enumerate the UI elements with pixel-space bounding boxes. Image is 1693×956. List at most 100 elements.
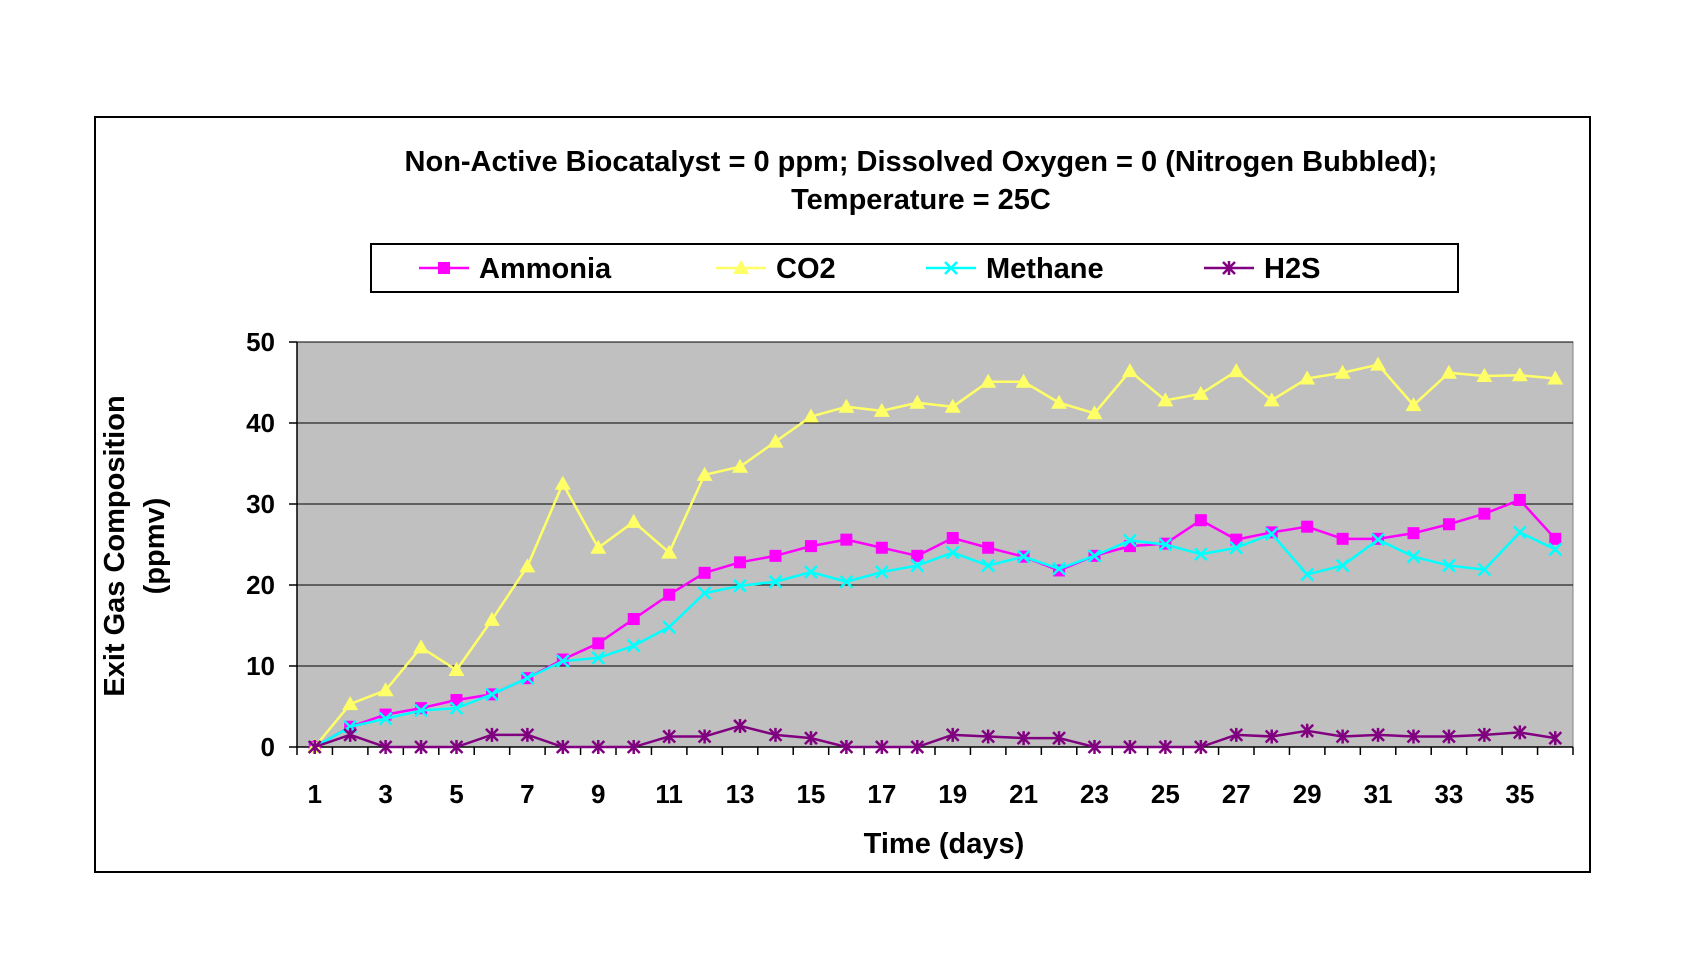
series-methane	[307, 525, 1563, 754]
data-point-h2s	[662, 729, 677, 744]
data-point-co2	[1121, 363, 1138, 378]
x-tick-label: 3	[378, 779, 392, 809]
data-point-h2s	[945, 727, 960, 742]
data-point-h2s	[626, 740, 641, 754]
legend-label-methane: Methane	[986, 253, 1104, 285]
y-tick-label: 10	[246, 651, 275, 681]
data-point-h2s	[485, 727, 499, 742]
data-point-methane	[839, 574, 854, 589]
data-point-methane	[874, 565, 889, 579]
data-point-h2s	[449, 740, 464, 754]
data-point-h2s	[1229, 727, 1244, 742]
x-tick-label: 29	[1293, 779, 1322, 809]
data-point-methane	[1442, 558, 1456, 573]
gridlines	[297, 341, 1573, 667]
data-point-ammonia	[840, 533, 853, 546]
y-axis-ticks: 0 10 20 30 40 50	[246, 327, 297, 762]
data-point-ammonia	[1407, 527, 1420, 540]
data-point-methane	[1406, 549, 1421, 564]
data-point-h2s	[1052, 731, 1066, 746]
data-point-ammonia	[1336, 532, 1349, 545]
data-point-co2	[1263, 392, 1280, 407]
data-point-methane	[1512, 525, 1527, 540]
legend-item-ammonia: Ammonia	[419, 253, 612, 285]
data-point-methane	[1300, 567, 1315, 582]
data-point-h2s	[520, 727, 535, 742]
data-point-co2	[1192, 385, 1209, 400]
data-point-h2s	[804, 731, 818, 746]
series-h2s	[307, 718, 1563, 754]
data-point-ammonia	[769, 549, 782, 562]
data-point-co2	[1015, 373, 1032, 388]
data-point-co2	[625, 513, 642, 528]
legend-swatch-marker	[438, 262, 450, 274]
line-chart: Non-Active Biocatalyst = 0 ppm; Dissolve…	[99, 146, 1574, 860]
data-point-ammonia	[663, 588, 676, 601]
data-point-ammonia	[592, 637, 605, 650]
y-axis-unit: (ppmv)	[139, 498, 171, 595]
data-point-methane	[555, 654, 570, 669]
data-point-h2s	[1158, 740, 1173, 754]
data-point-methane	[520, 671, 535, 686]
data-point-h2s	[343, 727, 358, 742]
data-point-methane	[768, 574, 783, 589]
data-point-methane	[449, 701, 464, 716]
data-point-ammonia	[946, 532, 959, 545]
data-point-co2	[802, 408, 819, 423]
data-point-methane	[626, 638, 641, 653]
data-point-ammonia	[804, 540, 817, 553]
legend-box	[370, 243, 1459, 293]
data-point-methane	[1052, 561, 1066, 576]
data-point-methane	[981, 558, 996, 573]
legend-label-h2s: H2S	[1264, 253, 1320, 285]
data-point-ammonia	[1513, 493, 1526, 506]
data-point-ammonia	[734, 556, 747, 569]
data-point-methane	[804, 565, 818, 579]
x-axis-ticks: 1 3 5 7 9 11 13 15 17 19 21 23 25 27 29 31 33 35	[296, 747, 1574, 809]
x-tick-label: 23	[1080, 779, 1109, 809]
data-point-methane	[1477, 562, 1492, 577]
data-point-ammonia	[1442, 518, 1455, 531]
data-point-co2	[1547, 370, 1564, 385]
x-tick-label: 5	[449, 779, 463, 809]
data-point-methane	[662, 620, 677, 635]
x-tick-label: 7	[520, 779, 534, 809]
data-point-h2s	[768, 727, 783, 742]
data-point-co2	[413, 639, 430, 654]
y-tick-label: 20	[246, 570, 275, 600]
data-point-h2s	[1406, 729, 1421, 744]
data-point-co2	[661, 544, 678, 559]
data-point-methane	[378, 711, 393, 726]
data-point-h2s	[1300, 723, 1315, 738]
data-point-co2	[1476, 368, 1493, 383]
data-point-co2	[909, 394, 926, 409]
y-tick-label: 30	[246, 489, 275, 519]
data-point-h2s	[1548, 731, 1563, 746]
series-line-co2	[313, 363, 1556, 748]
data-point-methane	[1548, 542, 1563, 557]
legend-swatch-marker	[1222, 261, 1236, 275]
data-point-h2s	[378, 740, 393, 754]
data-point-methane	[1335, 558, 1350, 573]
x-tick-label: 27	[1222, 779, 1251, 809]
data-point-h2s	[1123, 740, 1137, 754]
data-point-co2	[554, 475, 571, 490]
legend-item-methane: Methane	[926, 253, 1104, 285]
data-point-methane	[697, 586, 712, 600]
data-point-h2s	[1087, 740, 1102, 754]
data-point-ammonia	[1549, 532, 1562, 545]
data-point-h2s	[555, 740, 570, 754]
data-point-methane	[1158, 537, 1173, 552]
data-point-methane	[591, 651, 606, 665]
data-point-h2s	[1477, 727, 1492, 742]
data-point-co2	[483, 611, 500, 626]
data-point-methane	[1229, 540, 1244, 555]
legend-swatch-marker	[944, 261, 958, 275]
data-point-co2	[1334, 364, 1351, 379]
data-point-co2	[448, 662, 465, 677]
chart-title: Non-Active Biocatalyst = 0 ppm; Dissolve…	[405, 146, 1438, 178]
data-point-ammonia	[1301, 520, 1314, 533]
data-point-co2	[1228, 363, 1245, 378]
legend-label-ammonia: Ammonia	[479, 253, 612, 285]
data-point-ammonia	[982, 541, 995, 554]
